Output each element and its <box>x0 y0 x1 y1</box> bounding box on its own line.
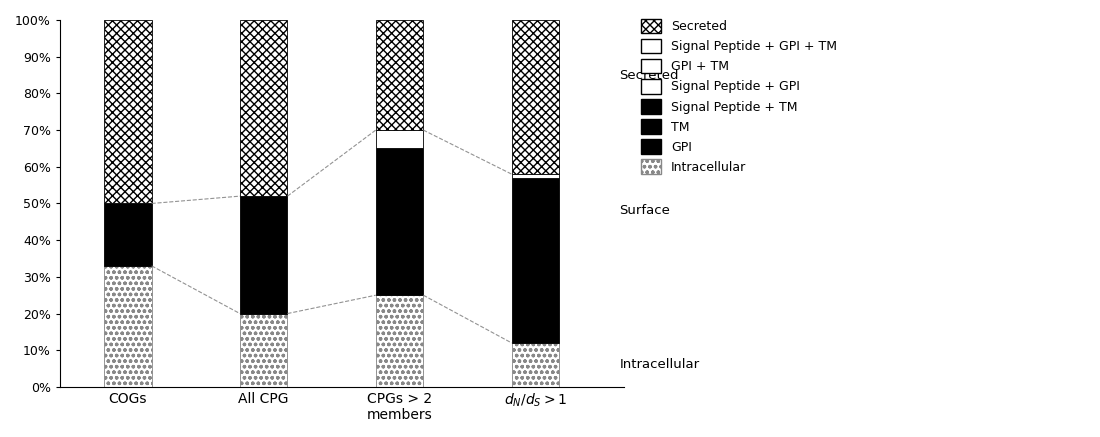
Bar <box>240 20 287 196</box>
Bar <box>104 20 152 204</box>
Bar <box>376 295 424 387</box>
Text: Intracellular: Intracellular <box>619 358 700 371</box>
Bar <box>240 314 287 387</box>
Bar <box>376 149 424 295</box>
Bar <box>512 343 559 387</box>
Bar <box>512 20 559 174</box>
Text: Surface: Surface <box>619 205 671 217</box>
Bar <box>376 20 424 130</box>
Bar <box>376 130 424 149</box>
Legend: Secreted, Signal Peptide + GPI + TM, GPI + TM, Signal Peptide + GPI, Signal Pept: Secreted, Signal Peptide + GPI + TM, GPI… <box>641 19 837 174</box>
Bar <box>240 196 287 314</box>
Bar <box>104 204 152 266</box>
Bar <box>512 178 559 343</box>
Text: Secreted: Secreted <box>619 69 679 82</box>
Bar <box>512 174 559 178</box>
Bar <box>104 266 152 387</box>
